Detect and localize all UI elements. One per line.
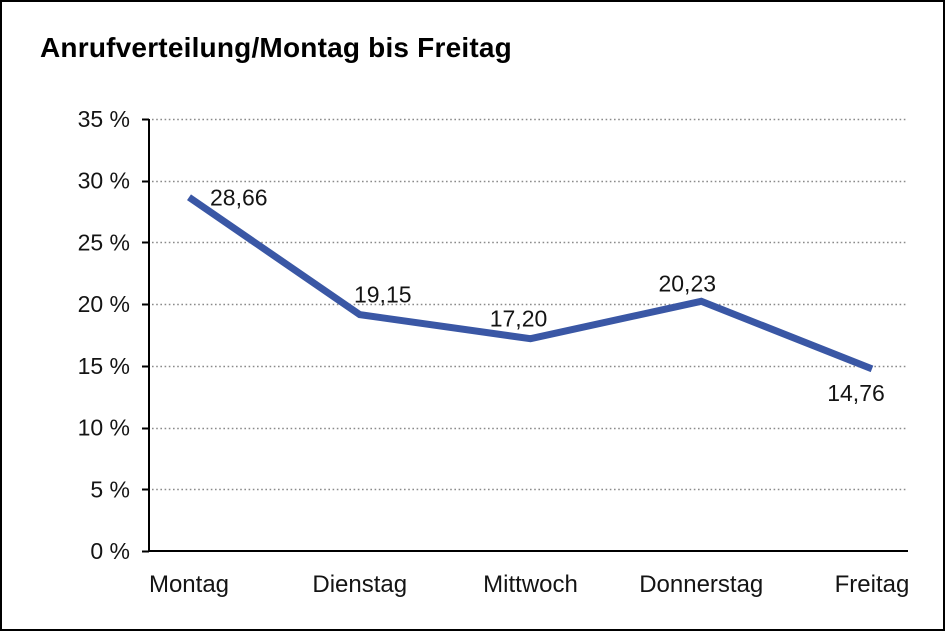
x-category-label: Mittwoch <box>483 571 578 598</box>
y-tick-label: 25 % <box>78 229 130 255</box>
x-category-label: Freitag <box>835 571 910 598</box>
x-category-label: Donnerstag <box>639 571 763 598</box>
x-category-label: Dienstag <box>312 571 407 598</box>
y-tick-label: 15 % <box>78 353 130 379</box>
y-tick-label: 10 % <box>78 415 130 441</box>
data-label: 17,20 <box>490 306 548 332</box>
y-tick-label: 0 % <box>90 538 130 564</box>
y-tick-label: 30 % <box>78 168 130 194</box>
data-label: 28,66 <box>210 184 268 210</box>
data-label: 19,15 <box>354 282 412 308</box>
x-category-label: Montag <box>149 571 229 598</box>
y-tick-label: 35 % <box>78 106 130 132</box>
chart-title: Anrufverteilung/Montag bis Freitag <box>40 32 512 63</box>
y-tick-label: 5 % <box>90 476 130 502</box>
y-tick-label: 20 % <box>78 291 130 317</box>
data-label: 14,76 <box>827 380 885 406</box>
data-label: 20,23 <box>658 270 716 296</box>
series-line <box>187 194 874 373</box>
